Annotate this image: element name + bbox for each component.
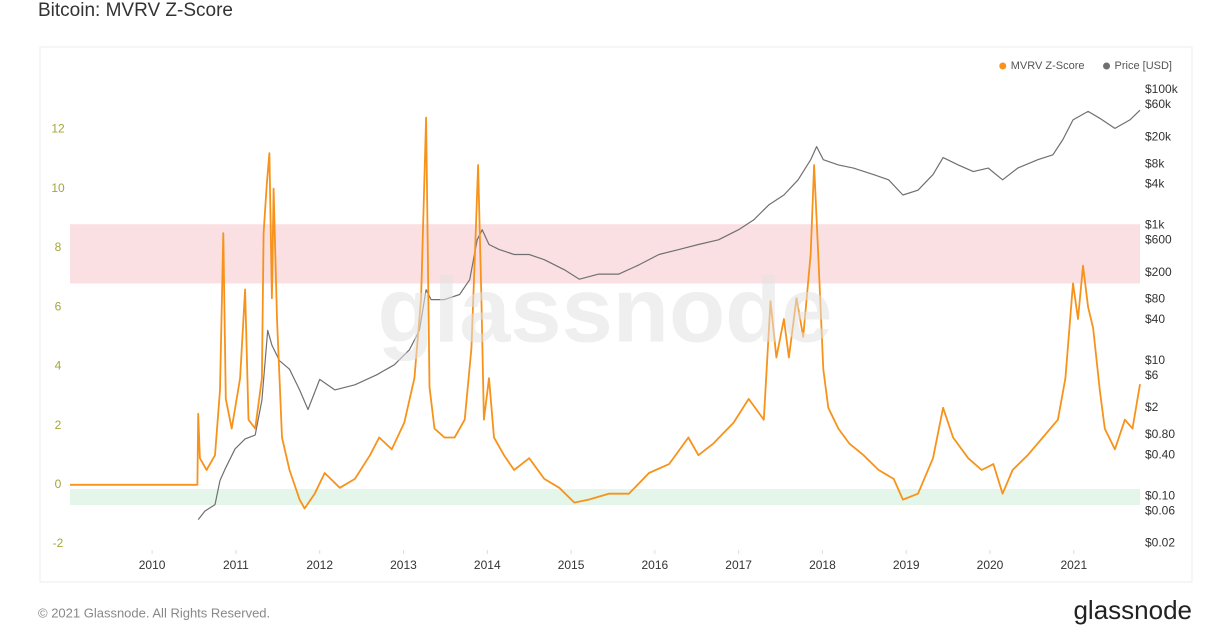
y-tick-label: 2 — [55, 418, 62, 432]
y2-tick-label: $200 — [1145, 265, 1172, 279]
x-tick-label: 2019 — [893, 558, 920, 572]
x-tick-label: 2016 — [642, 558, 669, 572]
legend-swatch — [1103, 62, 1111, 70]
y2-tick-label: $80 — [1145, 292, 1165, 306]
legend-label: Price [USD] — [1115, 60, 1172, 72]
y2-tick-label: $6 — [1145, 368, 1159, 382]
y2-tick-label: $4k — [1145, 177, 1165, 191]
y-tick-label: 0 — [55, 477, 62, 491]
y-tick-label: 8 — [55, 240, 62, 254]
legend-label: MVRV Z-Score — [1011, 60, 1085, 72]
chart-title: Bitcoin: MVRV Z-Score — [38, 0, 233, 21]
y2-tick-label: $2 — [1145, 400, 1159, 414]
logo: glassnode — [1073, 595, 1192, 625]
y-tick-label: -2 — [53, 536, 64, 550]
x-tick-label: 2015 — [558, 558, 585, 572]
y2-tick-label: $0.02 — [1145, 536, 1175, 550]
x-tick-label: 2020 — [977, 558, 1004, 572]
y2-tick-label: $0.10 — [1145, 488, 1175, 502]
x-tick-label: 2010 — [139, 558, 166, 572]
x-tick-label: 2012 — [306, 558, 333, 572]
plot — [67, 89, 1143, 554]
y2-tick-label: $600 — [1145, 232, 1172, 246]
y2-tick-label: $60k — [1145, 97, 1172, 111]
y2-tick-label: $10 — [1145, 353, 1165, 367]
x-tick-label: 2021 — [1060, 558, 1087, 572]
series-line — [197, 109, 1141, 520]
y2-tick-label: $1k — [1145, 217, 1165, 231]
x-tick-label: 2011 — [223, 558, 249, 572]
y2-tick-label: $0.06 — [1145, 503, 1175, 517]
y2-tick-label: $0.80 — [1145, 427, 1175, 441]
zone — [70, 488, 1140, 505]
series-line — [70, 116, 1141, 510]
x-tick-label: 2014 — [474, 558, 501, 572]
x-tick-label: 2017 — [725, 558, 752, 572]
x-tick-label: 2013 — [390, 558, 417, 572]
y-tick-label: 4 — [55, 359, 62, 373]
y-tick-label: 12 — [51, 122, 65, 136]
legend-swatch — [999, 62, 1007, 70]
y-tick-label: 6 — [55, 299, 62, 313]
watermark: glassnode — [377, 259, 832, 361]
y2-tick-label: $0.40 — [1145, 448, 1175, 462]
y2-tick-label: $8k — [1145, 156, 1165, 170]
copyright: © 2021 Glassnode. All Rights Reserved. — [38, 605, 270, 620]
y2-tick-label: $20k — [1145, 129, 1172, 143]
chart-frame — [39, 46, 1193, 583]
y2-tick-label: $40 — [1145, 312, 1165, 326]
x-tick-label: 2018 — [809, 558, 836, 572]
y-tick-label: 10 — [51, 181, 65, 195]
y2-tick-label: $100k — [1145, 82, 1179, 96]
